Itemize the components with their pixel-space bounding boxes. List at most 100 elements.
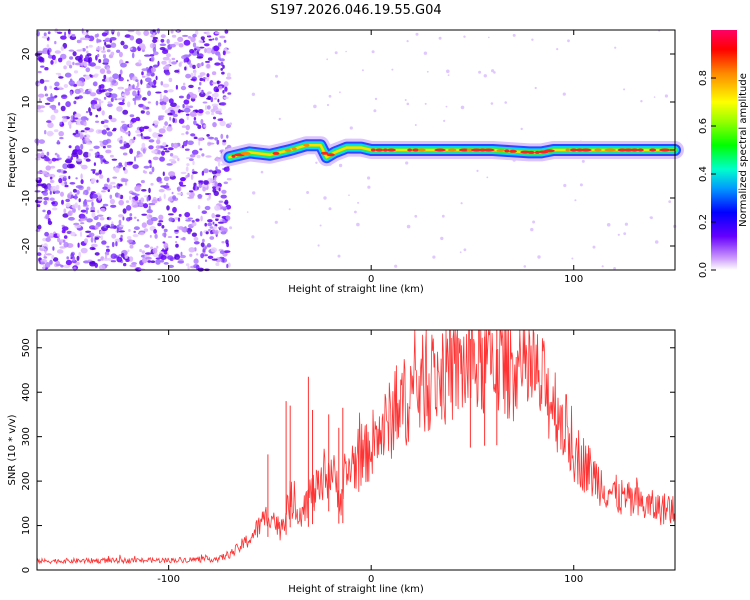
faint-dot [567, 39, 570, 43]
noise-dot [106, 217, 110, 220]
noise-dot [168, 158, 176, 162]
noise-dot [157, 60, 160, 67]
noise-dot [83, 238, 89, 244]
noise-dot [47, 49, 50, 55]
noise-dot [37, 224, 42, 230]
noise-dot [36, 204, 41, 208]
noise-dot [73, 70, 79, 74]
noise-dot [84, 130, 87, 134]
noise-dot [76, 255, 80, 261]
signal-peak [291, 147, 297, 151]
noise-dot [85, 110, 89, 114]
noise-dot [59, 121, 63, 125]
noise-dot [75, 129, 79, 134]
noise-dot [82, 48, 86, 52]
noise-dot [184, 212, 191, 218]
noise-dot [36, 104, 42, 110]
noise-dot [101, 32, 108, 37]
colorbar-tick-label: 0.2 [698, 214, 709, 230]
noise-dot [167, 213, 174, 216]
noise-dot [80, 48, 84, 52]
noise-dot [131, 52, 135, 59]
noise-dot [132, 90, 137, 97]
noise-dot [84, 90, 91, 95]
noise-dot [76, 80, 83, 87]
noise-dot [34, 190, 41, 193]
noise-dot [124, 161, 128, 168]
noise-dot [141, 142, 146, 149]
faint-dot [443, 119, 446, 122]
noise-dot [101, 129, 107, 135]
noise-dot [100, 207, 106, 212]
faint-dot [601, 265, 604, 268]
noise-dot [163, 95, 167, 98]
noise-dot [48, 97, 55, 103]
noise-dot [128, 161, 134, 164]
noise-dot [192, 171, 198, 175]
noise-dot [83, 137, 91, 143]
noise-dot [95, 114, 98, 118]
faint-dot [478, 70, 482, 74]
noise-dot [58, 76, 64, 79]
signal-peak [272, 151, 280, 155]
signal-peak [604, 148, 616, 152]
noise-dot [147, 90, 152, 97]
noise-dot [110, 204, 117, 208]
noise-dot [129, 213, 133, 217]
noise-dot [220, 231, 227, 235]
noise-dot [60, 53, 67, 60]
noise-dot [119, 139, 123, 144]
signal-peak [637, 148, 644, 152]
noise-dot [84, 135, 87, 138]
noise-dot [110, 51, 115, 56]
noise-dot [104, 119, 109, 123]
noise-dot [139, 232, 145, 236]
noise-dot [65, 259, 72, 266]
noise-dot [217, 80, 220, 85]
noise-dot [75, 55, 82, 61]
noise-dot [148, 205, 151, 211]
noise-dot [130, 117, 137, 123]
noise-dot [49, 190, 52, 195]
noise-dot [70, 156, 73, 161]
noise-dot [218, 200, 224, 203]
noise-dot [129, 75, 133, 81]
noise-dot [53, 129, 59, 133]
noise-dot [64, 184, 69, 188]
noise-dot [106, 127, 110, 131]
noise-dot [167, 236, 173, 238]
noise-dot [85, 45, 89, 49]
noise-dot [208, 228, 211, 232]
noise-dot [112, 176, 117, 179]
faint-dot [520, 127, 523, 131]
noise-dot [171, 57, 176, 61]
noise-dot [191, 232, 197, 237]
noise-dot [220, 67, 223, 71]
noise-dot [150, 217, 158, 222]
noise-dot [107, 189, 111, 193]
noise-dot [212, 38, 215, 41]
noise-dot [133, 226, 140, 231]
noise-dot [85, 158, 91, 162]
spectrogram-ytick-label: -20 [21, 238, 32, 254]
noise-dot [37, 196, 44, 202]
snr-ytick-label: 200 [21, 472, 32, 491]
noise-dot [215, 110, 222, 115]
noise-dot [61, 226, 69, 231]
noise-dot [219, 120, 226, 127]
noise-dot [162, 49, 169, 54]
noise-dot [193, 241, 200, 245]
noise-dot [198, 39, 204, 44]
noise-dot [201, 210, 207, 214]
noise-dot [185, 263, 190, 267]
noise-dot [63, 175, 67, 179]
noise-dot [57, 139, 60, 145]
noise-dot [204, 48, 207, 53]
noise-dot [197, 205, 201, 210]
noise-dot [184, 66, 187, 71]
noise-dot [215, 88, 220, 93]
noise-dot [100, 120, 105, 125]
noise-dot [217, 52, 221, 59]
noise-dot [150, 67, 156, 73]
